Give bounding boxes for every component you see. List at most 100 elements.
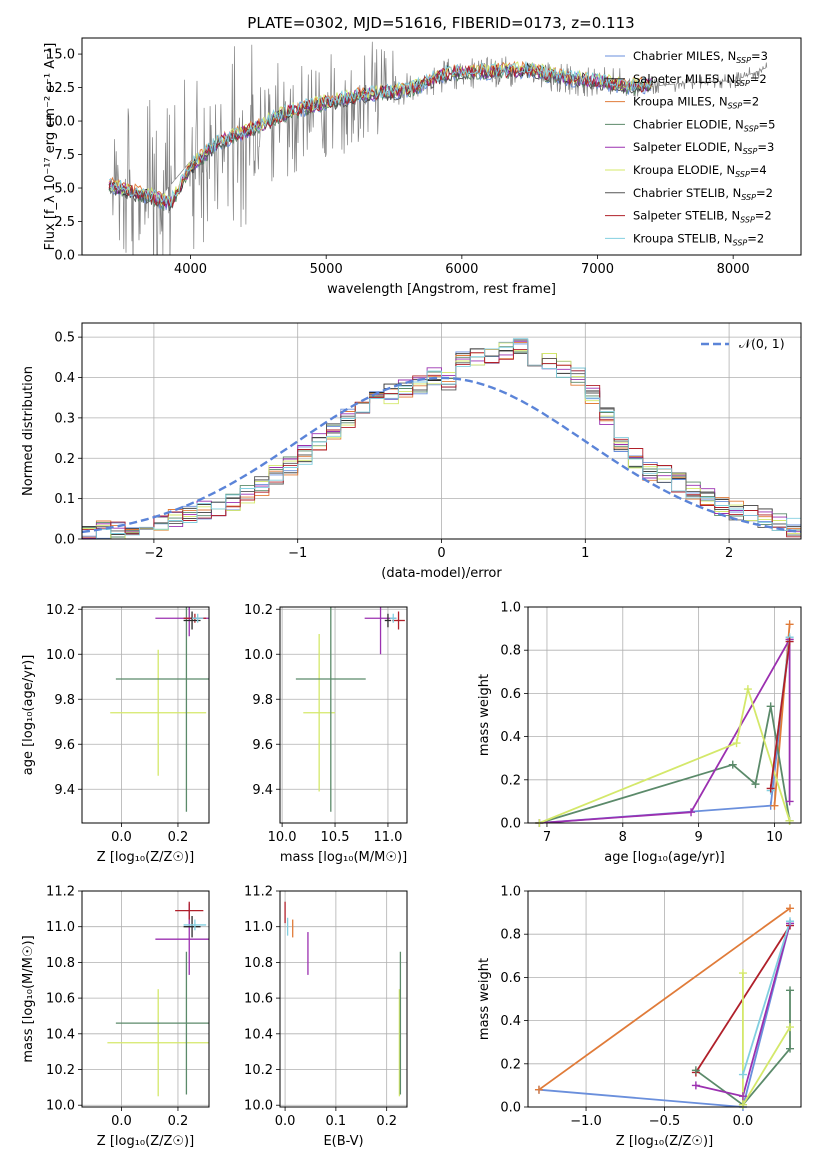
x-tick-label: 0.2 xyxy=(168,1114,189,1129)
plot-area xyxy=(82,338,801,539)
y-tick-label: 10.8 xyxy=(244,956,273,971)
weight-line xyxy=(769,641,791,789)
weight-line xyxy=(539,685,791,823)
plus-marker xyxy=(732,739,741,748)
x-tick-label: 0.0 xyxy=(111,1114,132,1129)
y-tick-label: 10.2 xyxy=(244,1063,273,1078)
x-tick-label: 11.0 xyxy=(373,830,402,845)
plus-marker xyxy=(743,685,752,694)
legend-label: Salpeter ELODIE, N xyxy=(633,140,743,154)
y-tick-label: 10.0 xyxy=(46,115,75,130)
legend-entry: Salpeter ELODIE, NSSP=3 xyxy=(633,140,774,156)
y-tick-label: 10.4 xyxy=(244,1027,273,1042)
y-tick-label: 0.8 xyxy=(500,928,521,943)
plus-marker xyxy=(766,784,775,793)
plus-marker xyxy=(786,1044,795,1053)
x-tick-label: 5000 xyxy=(310,262,343,277)
y-tick-label: 10.6 xyxy=(46,992,75,1007)
x-tick-label: 0.2 xyxy=(376,1114,397,1129)
model-spectrum-line xyxy=(109,61,652,207)
y-tick-label: 0.1 xyxy=(54,492,75,507)
legend-entry: Kroupa STELIB, NSSP=2 xyxy=(633,231,764,247)
plot-area xyxy=(284,901,402,1097)
x-axis-label: E(B-V) xyxy=(323,1134,363,1149)
plot-area xyxy=(295,607,405,812)
y-tick-label: 9.8 xyxy=(54,693,75,708)
plus-marker xyxy=(786,986,795,995)
legend-entry: Salpeter MILES, NSSP=2 xyxy=(633,72,767,88)
x-tick-label: 1 xyxy=(581,546,589,561)
panel-weight-vs-age: 7 8 9 10 0.0 0.2 0.4 0.6 0.8 1.0 age [log₁₀(age/yr… xyxy=(477,601,802,865)
x-tick-label: 0.1 xyxy=(326,1114,347,1129)
y-tick-label: 0.0 xyxy=(54,533,75,548)
plus-marker xyxy=(785,816,794,825)
legend-suffix: =2 xyxy=(750,72,767,86)
x-tick-label: −1 xyxy=(288,546,307,561)
legend-suffix: =2 xyxy=(756,186,773,200)
y-tick-label: 2.5 xyxy=(54,215,75,230)
x-tick-label: 2 xyxy=(725,546,733,561)
x-axis-label: Z [log₁₀(Z/Z☉)] xyxy=(616,1134,713,1149)
weight-line xyxy=(539,706,791,823)
axes-frame xyxy=(527,890,802,1108)
y-tick-label: 0.4 xyxy=(54,371,75,386)
legend-subscript: SSP xyxy=(728,102,743,111)
y-tick-label: 10.0 xyxy=(46,648,75,663)
y-tick-label: 0.4 xyxy=(500,730,521,745)
plot-area xyxy=(110,607,209,812)
plus-marker xyxy=(786,917,795,926)
y-tick-label: 0.5 xyxy=(54,331,75,346)
x-tick-label: 0.0 xyxy=(275,1114,296,1129)
legend-suffix: =2 xyxy=(755,209,772,223)
axes-frame xyxy=(81,890,210,1108)
plus-marker xyxy=(786,904,795,913)
legend-label: Kroupa MILES, N xyxy=(633,95,728,109)
y-tick-label: 10.2 xyxy=(46,603,75,618)
y-tick-label: 0.2 xyxy=(54,452,75,467)
weight-line xyxy=(539,639,791,823)
plus-marker xyxy=(770,801,779,810)
y-tick-label: 12.5 xyxy=(46,81,75,96)
y-axis-label: Normed distribution xyxy=(21,366,36,496)
legend-subscript: SSP xyxy=(744,124,759,133)
legend-entry: Chabrier STELIB, NSSP=2 xyxy=(633,186,773,202)
legend-subscript: SSP xyxy=(743,147,758,156)
plus-marker xyxy=(786,1023,795,1032)
plus-marker xyxy=(691,1066,700,1075)
y-tick-label: 11.2 xyxy=(46,885,75,900)
panel-spectrum: 4000 5000 6000 7000 8000 0.0 2.5 5.0 7.5 10.0 12.5… xyxy=(43,37,802,297)
y-tick-label: 10.2 xyxy=(244,603,273,618)
y-tick-label: 10.0 xyxy=(46,1099,75,1114)
panel-residuals: −2 −1 0 1 2 0.0 0.1 0.2 0.3 0.4 0.5 (data-model)/er… xyxy=(21,322,802,581)
y-tick-label: 0.0 xyxy=(54,249,75,264)
legend-label: Chabrier STELIB, N xyxy=(633,186,741,200)
plus-marker xyxy=(738,1070,747,1079)
x-axis-label: age [log₁₀(age/yr)] xyxy=(604,850,725,865)
y-axis-label: mass weight xyxy=(477,958,492,1040)
y-tick-label: 1.0 xyxy=(500,885,521,900)
plot-area xyxy=(107,901,209,1097)
y-tick-label: 7.5 xyxy=(54,148,75,163)
axes-frame xyxy=(527,606,802,824)
y-tick-label: 10.0 xyxy=(244,1099,273,1114)
y-tick-label: 11.0 xyxy=(244,920,273,935)
plus-marker xyxy=(687,808,696,817)
x-tick-label: 7000 xyxy=(581,262,614,277)
y-axis-label: mass weight xyxy=(477,674,492,756)
x-tick-label: 8000 xyxy=(717,262,750,277)
plus-marker xyxy=(785,620,794,629)
weight-line xyxy=(742,973,791,1107)
y-axis-label: mass [log₁₀(M/M☉)] xyxy=(21,935,36,1062)
legend-entry: Kroupa ELODIE, NSSP=4 xyxy=(633,163,767,179)
panel-mass-vs-EBV: 0.0 0.1 0.2 10.0 10.2 10.4 10.6 10.8 11.0 11.2 E(B… xyxy=(244,885,408,1149)
weight-line xyxy=(538,907,791,1091)
y-tick-label: 9.6 xyxy=(54,738,75,753)
axes-frame xyxy=(279,890,408,1108)
x-tick-label: 10.0 xyxy=(268,830,297,845)
x-tick-label: −0.5 xyxy=(649,1114,681,1129)
legend-subscript: SSP xyxy=(735,170,750,179)
y-tick-label: 5.0 xyxy=(54,182,75,197)
plus-marker xyxy=(534,1085,543,1094)
plus-marker xyxy=(738,1100,747,1109)
weight-line xyxy=(742,920,791,1075)
